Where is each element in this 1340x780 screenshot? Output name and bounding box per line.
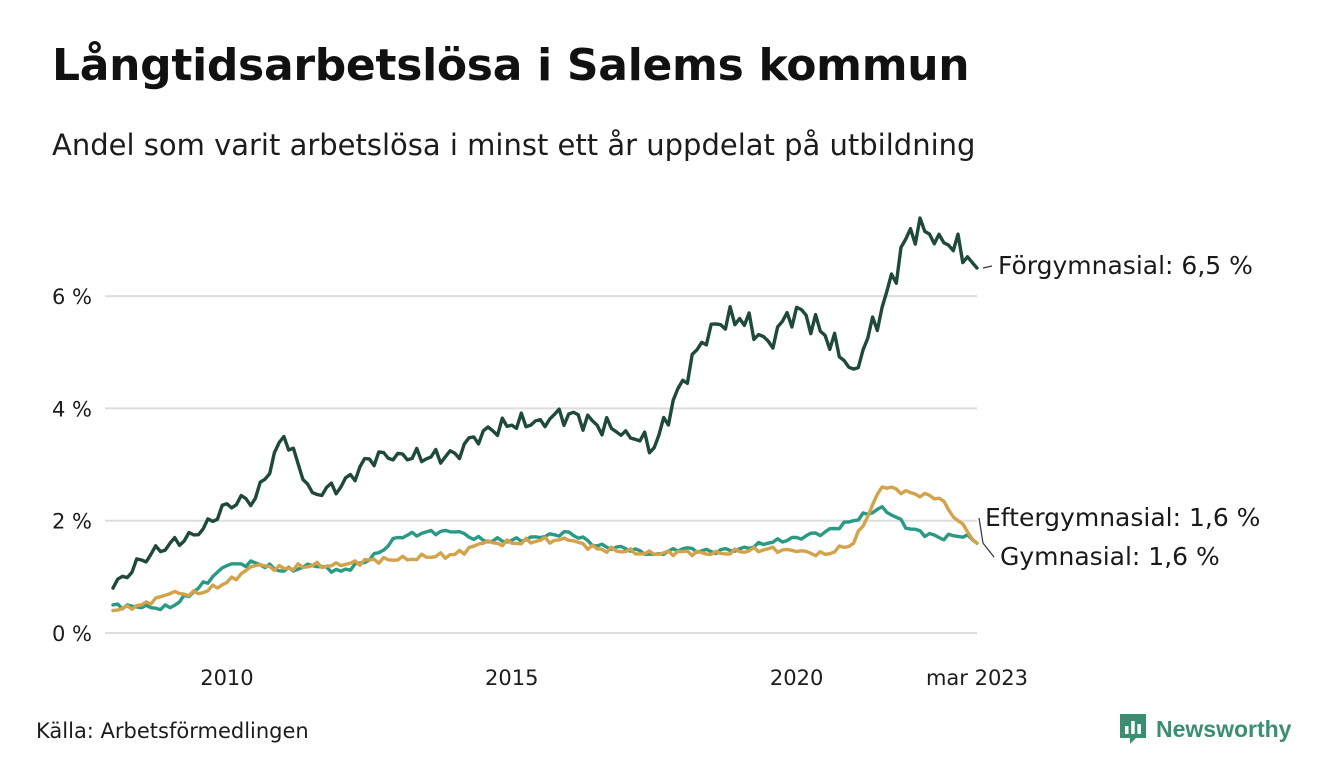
y-tick-label: 0 %	[52, 622, 92, 646]
gridlines	[105, 295, 977, 634]
y-tick-label: 2 %	[52, 510, 92, 534]
y-tick-label: 4 %	[52, 397, 92, 421]
y-axis-ticks: 0 % 2 % 4 % 6 %	[52, 285, 92, 646]
series-end-label: Förgymnasial: 6,5 %	[998, 251, 1253, 280]
chart-title: Långtidsarbetslösa i Salems kommun	[52, 40, 970, 91]
label-leader	[982, 265, 993, 269]
series-lines	[111, 216, 979, 613]
brand-name: Newsworthy	[1156, 715, 1292, 742]
source-note: Källa: Arbetsförmedlingen	[36, 719, 309, 743]
brand-logo: Newsworthy	[1118, 712, 1291, 746]
series-end-label: Gymnasial: 1,6 %	[1000, 542, 1220, 571]
y-tick-label: 6 %	[52, 285, 92, 309]
newsworthy-icon	[1120, 714, 1146, 744]
series-line-förgymnasial	[111, 216, 979, 590]
label-leader	[982, 542, 995, 558]
series-line-gymnasial	[111, 485, 979, 613]
x-tick-label: 2020	[770, 666, 823, 690]
chart-subtitle: Andel som varit arbetslösa i minst ett å…	[52, 128, 976, 162]
label-leader	[978, 517, 984, 544]
x-tick-label: 2010	[200, 666, 253, 690]
series-end-label: Eftergymnasial: 1,6 %	[985, 503, 1260, 532]
series-end-labels: Förgymnasial: 6,5 % Eftergymnasial: 1,6 %…	[978, 251, 1260, 571]
x-axis-ticks: 2010 2015 2020 mar 2023	[200, 666, 1028, 690]
x-tick-label: 2015	[485, 666, 538, 690]
x-tick-label: mar 2023	[926, 666, 1028, 690]
series-line-eftergymnasial	[111, 505, 979, 612]
